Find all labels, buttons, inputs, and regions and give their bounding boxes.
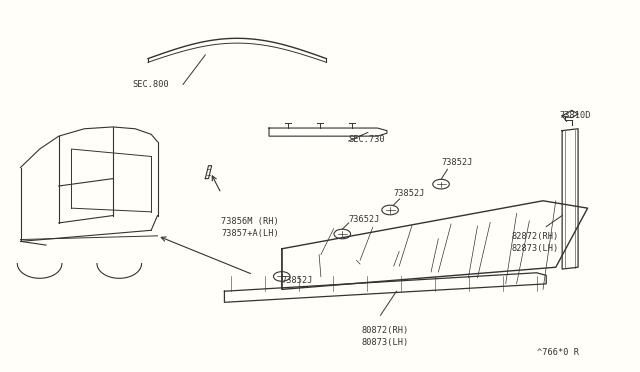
Text: ^766*0 R: ^766*0 R bbox=[537, 348, 579, 357]
Text: 73852J: 73852J bbox=[282, 276, 313, 285]
Text: 73852J: 73852J bbox=[441, 157, 472, 167]
Text: 73856M (RH)
73857+A(LH): 73856M (RH) 73857+A(LH) bbox=[221, 217, 279, 238]
Text: 73652J: 73652J bbox=[349, 215, 380, 224]
Text: SEC.800: SEC.800 bbox=[132, 80, 169, 89]
Text: 82872(RH)
82873(LH): 82872(RH) 82873(LH) bbox=[511, 232, 559, 253]
Text: 80872(RH)
80873(LH): 80872(RH) 80873(LH) bbox=[362, 326, 409, 347]
Text: SEC.730: SEC.730 bbox=[349, 135, 385, 144]
Text: 73810D: 73810D bbox=[559, 111, 591, 121]
Text: 73852J: 73852J bbox=[394, 189, 425, 198]
